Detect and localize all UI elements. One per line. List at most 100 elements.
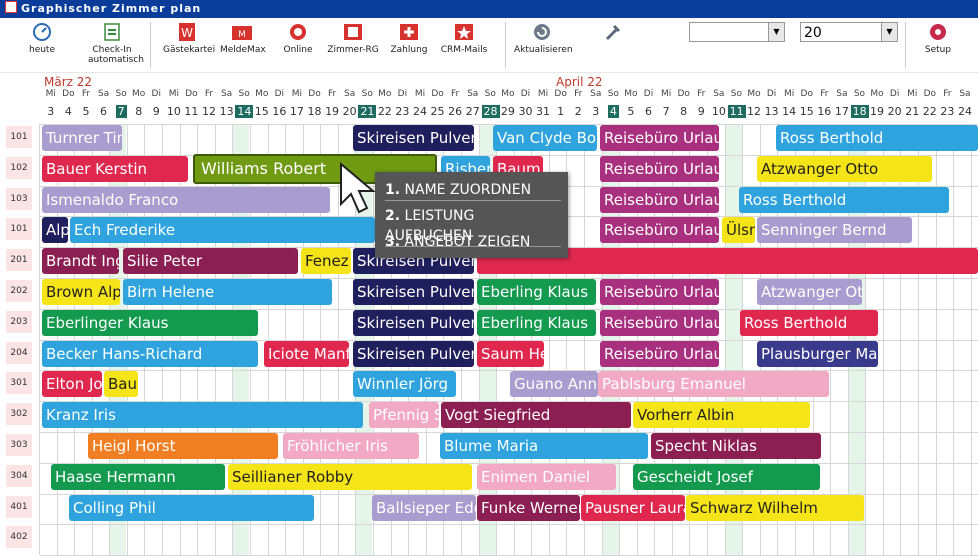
day-number[interactable]: 6 <box>640 105 658 118</box>
day-number[interactable]: 5 <box>622 105 640 118</box>
booking-bar[interactable]: Winnler Jörg <box>353 371 456 398</box>
day-number[interactable]: 8 <box>130 105 148 118</box>
booking-bar[interactable]: Silie Peter <box>123 248 298 275</box>
menu-item-assign-name[interactable]: 1. NAME ZUORDNEN <box>385 180 561 201</box>
booking-bar[interactable]: Senninger Bernd <box>757 217 912 244</box>
setup-button[interactable]: Setup <box>918 22 958 55</box>
day-number[interactable]: 30 <box>517 105 535 118</box>
days-select[interactable]: 20 ▼ <box>800 22 898 42</box>
meldemax-button[interactable]: M MeldeMax <box>220 22 266 55</box>
today-button[interactable]: heute <box>26 22 58 55</box>
day-number[interactable]: 14 <box>235 105 254 118</box>
booking-bar[interactable]: Pablsburg Emanuel <box>598 371 829 398</box>
day-number[interactable]: 9 <box>147 105 165 118</box>
day-number[interactable]: 17 <box>833 105 851 118</box>
booking-bar[interactable]: Vorherr Albin <box>633 402 810 429</box>
crm-mails-button[interactable]: CRM-Mails <box>440 22 488 55</box>
checkin-auto-button[interactable]: Check-In automatisch <box>88 22 144 65</box>
booking-bar[interactable]: Kranz Iris <box>42 402 363 429</box>
day-number[interactable]: 6 <box>95 105 113 118</box>
day-number[interactable]: 16 <box>816 105 834 118</box>
booking-bar[interactable]: Pfennig Susi <box>369 402 439 429</box>
room-invoice-button[interactable]: Zimmer-RG <box>326 22 380 55</box>
day-number[interactable]: 15 <box>798 105 816 118</box>
booking-bar[interactable]: Specht Niklas <box>651 433 821 459</box>
booking-bar[interactable]: Skireisen Pulvers <box>353 279 474 305</box>
day-number[interactable]: 12 <box>200 105 218 118</box>
booking-bar[interactable]: Fenez <box>301 248 351 275</box>
day-number[interactable]: 23 <box>394 105 412 118</box>
booking-bar[interactable]: Atzwanger Otto <box>757 279 862 305</box>
day-number[interactable]: 22 <box>921 105 939 118</box>
day-number[interactable]: 27 <box>464 105 482 118</box>
menu-item-show-offer[interactable]: 3. ANGEBOT ZEIGEN <box>385 232 561 252</box>
booking-bar[interactable]: Ech Frederike <box>70 217 375 244</box>
booking-bar[interactable]: Reisebüro Urlaub <box>600 217 719 244</box>
day-number[interactable]: 23 <box>939 105 957 118</box>
day-number[interactable]: 28 <box>481 105 500 118</box>
booking-bar[interactable]: Skireisen Pulvers <box>353 340 474 367</box>
day-number[interactable]: 18 <box>850 105 869 118</box>
booking-bar[interactable]: Eberlinger Klaus <box>42 309 258 336</box>
booking-bar[interactable]: Colling Phil <box>69 494 314 521</box>
booking-bar[interactable]: Enimen Daniel <box>477 463 616 490</box>
day-number[interactable]: 25 <box>429 105 447 118</box>
booking-bar[interactable]: Ülsner <box>722 217 755 244</box>
booking-bar[interactable]: Reisebüro Urlaub <box>600 155 719 182</box>
booking-bar[interactable]: Heigl Horst <box>88 433 278 459</box>
day-number[interactable]: 12 <box>745 105 763 118</box>
booking-bar[interactable]: Reisebüro Urlaub <box>600 309 719 336</box>
day-number[interactable]: 2 <box>569 105 587 118</box>
booking-bar[interactable]: Brown Alpha <box>42 279 120 305</box>
booking-bar[interactable]: Iciote Manfred <box>264 340 349 367</box>
day-number[interactable]: 29 <box>499 105 517 118</box>
day-number[interactable]: 19 <box>868 105 886 118</box>
booking-bar[interactable]: Ballsieper Edgar <box>372 494 476 521</box>
booking-bar[interactable]: Becker Hans-Richard <box>42 340 258 367</box>
day-number[interactable]: 21 <box>358 105 377 118</box>
online-button[interactable]: Online <box>280 22 316 55</box>
day-number[interactable]: 11 <box>183 105 201 118</box>
booking-bar[interactable]: Reisebüro Urlaub <box>600 279 719 305</box>
day-number[interactable]: 17 <box>288 105 306 118</box>
day-number[interactable]: 14 <box>780 105 798 118</box>
booking-bar[interactable]: Atzwanger Otto <box>757 155 932 182</box>
day-number[interactable]: 4 <box>60 105 78 118</box>
booking-bar[interactable]: Elton Jon <box>42 371 102 398</box>
tools-button[interactable] <box>600 22 626 45</box>
filter-select[interactable]: ▼ <box>689 22 785 42</box>
day-number[interactable]: 18 <box>306 105 324 118</box>
day-number[interactable]: 19 <box>323 105 341 118</box>
day-number[interactable]: 4 <box>605 105 623 118</box>
guest-file-button[interactable]: W Gästekartei <box>163 22 215 55</box>
day-number[interactable]: 10 <box>165 105 183 118</box>
booking-bar[interactable]: Ross Berthold <box>776 125 978 151</box>
booking-bar[interactable]: Brandt Inge <box>42 248 119 275</box>
booking-bar[interactable]: Alpi <box>42 217 68 244</box>
day-number[interactable]: 10 <box>710 105 728 118</box>
booking-bar[interactable]: Williams Robert <box>193 153 437 184</box>
booking-bar[interactable]: Fröhlicher Iris <box>283 433 419 459</box>
booking-bar[interactable]: Reisebüro Urlaub <box>600 340 719 367</box>
day-number[interactable]: 16 <box>271 105 289 118</box>
booking-bar[interactable]: Skireisen Pulvers <box>353 125 474 151</box>
booking-bar[interactable]: Pausner Laura <box>581 494 685 521</box>
booking-bar[interactable]: Gescheidt Josef <box>633 463 820 490</box>
booking-bar[interactable]: Skireisen Pulvers <box>353 309 474 336</box>
booking-bar[interactable]: Plausburger Manfred <box>757 340 878 367</box>
booking-bar[interactable]: Eberling Klaus <box>477 309 596 336</box>
booking-bar[interactable]: Reisebüro Urlaub <box>600 186 719 213</box>
day-number[interactable]: 20 <box>886 105 904 118</box>
day-number[interactable]: 3 <box>42 105 60 118</box>
booking-bar[interactable]: Bauer Kerstin <box>42 155 188 182</box>
chevron-down-icon[interactable]: ▼ <box>881 23 897 41</box>
booking-bar[interactable]: Seillianer Robby <box>228 463 472 490</box>
day-number[interactable]: 9 <box>692 105 710 118</box>
day-number[interactable]: 8 <box>675 105 693 118</box>
day-number[interactable]: 13 <box>218 105 236 118</box>
booking-bar[interactable]: Ross Berthold <box>740 309 878 336</box>
booking-bar[interactable]: Vogt Siegfried <box>441 402 631 429</box>
day-number[interactable]: 11 <box>727 105 746 118</box>
booking-bar[interactable]: Funke Werner <box>477 494 580 521</box>
day-number[interactable]: 7 <box>657 105 675 118</box>
